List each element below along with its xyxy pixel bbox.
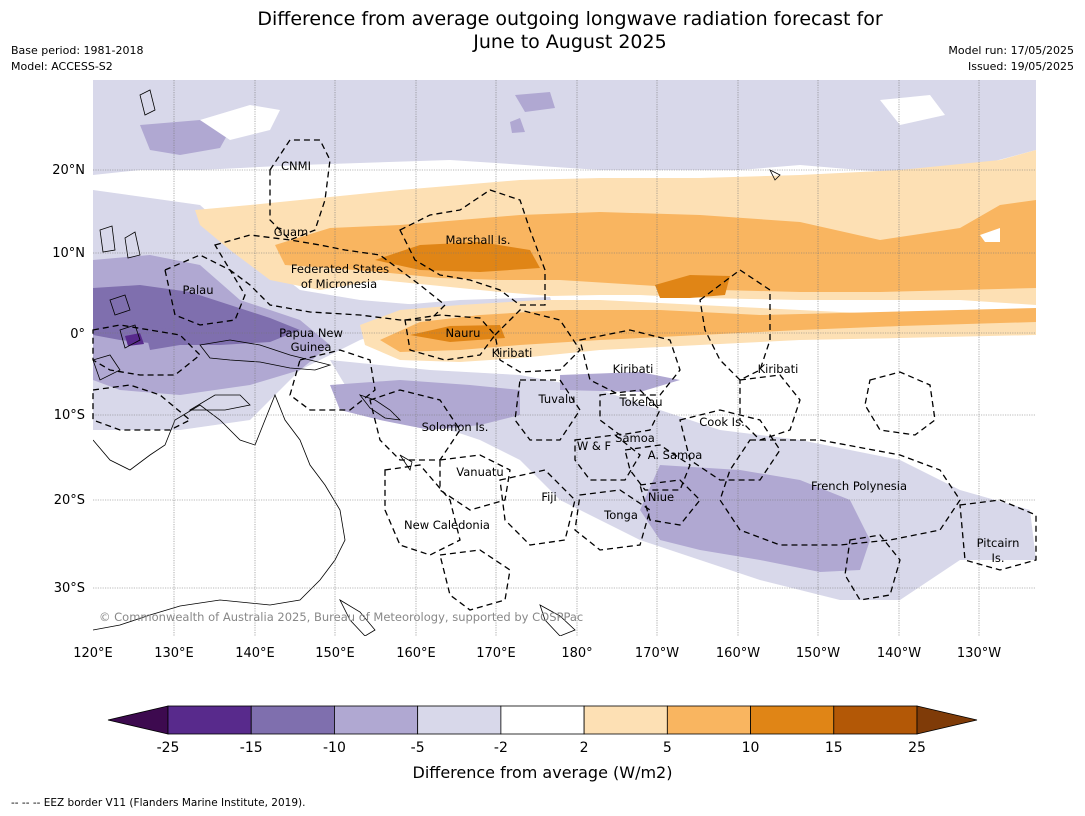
colorbar-label: Difference from average (W/m2) [412,763,673,782]
label-tokelau: Tokelau [619,395,663,409]
colorbar: -25 -15 -10 -5 -2 2 5 10 15 25 [107,705,978,756]
longitude-labels: 120°E 130°E 140°E 150°E 160°E 170°E 180° 170°W 1… [73,646,1001,661]
lat-label: 0° [70,327,85,342]
colorbar-tick: -10 [323,740,346,756]
label-samoa: Samoa [615,431,655,445]
label-wf: W & F [577,439,611,453]
lon-label: 180° [561,646,592,661]
label-tonga: Tonga [603,508,638,522]
lon-label: 120°E [73,646,113,661]
base-period: Base period: 1981-2018 [11,44,144,57]
lat-label: 10°S [54,408,85,423]
label-french-polynesia: French Polynesia [811,479,907,493]
colorbar-tick: -25 [157,740,180,756]
lon-label: 160°E [396,646,436,661]
label-nauru: Nauru [446,326,481,340]
credit-text: © Commonwealth of Australia 2025, Bureau… [99,610,584,624]
label-cook: Cook Is. [699,415,744,429]
model-run: Model run: 17/05/2025 [948,44,1074,57]
label-png-2: Guinea [291,340,332,354]
colorbar-tick: 25 [908,740,926,756]
label-asamoa: A. Samoa [648,448,703,462]
label-niue: Niue [648,490,674,504]
colorbar-min-arrow [107,705,169,735]
lon-label: 140°E [235,646,275,661]
colorbar-max-arrow [916,705,978,735]
colorbar-segment [334,705,419,735]
colorbar-segment [666,705,751,735]
colorbar-segment [167,705,252,735]
lon-label: 170°E [476,646,516,661]
colorbar-tick: 5 [663,740,672,756]
colorbar-segment [750,705,835,735]
label-palau: Palau [183,283,214,297]
colorbar-tick: 2 [580,740,589,756]
label-guam: Guam [274,225,308,239]
label-vanuatu: Vanuatu [456,465,503,479]
label-pitcairn-1: Pitcairn [977,536,1020,550]
label-marshall: Marshall Is. [445,233,510,247]
colorbar-tick: -2 [494,740,508,756]
footnote: -- -- -- EEZ border V11 (Flanders Marine… [11,797,306,809]
label-kiribati-1: Kiribati [492,346,533,360]
lat-label: 30°S [54,581,85,596]
label-fsm-1: Federated States [291,262,389,276]
colorbar-segment [417,705,502,735]
label-new-caledonia: New Caledonia [404,518,490,532]
model-name: Model: ACCESS-S2 [11,60,113,73]
lon-label: 130°W [957,646,1001,661]
colorbar-segment [250,705,335,735]
eez-borders [92,139,1037,611]
lon-label: 150°E [315,646,355,661]
chart-title: Difference from average outgoing longwav… [0,8,1085,54]
meta-right: Model run: 17/05/2025 Issued: 19/05/2025 [948,43,1074,75]
anomaly-field [93,80,1036,636]
label-tuvalu: Tuvalu [538,392,576,406]
label-png-1: Papua New [279,326,343,340]
meta-left: Base period: 1981-2018 Model: ACCESS-S2 [11,43,143,75]
colorbar-segment [833,705,918,735]
label-fsm-2: of Micronesia [301,277,377,291]
label-kiribati-3: Kiribati [758,362,799,376]
title-line-1: Difference from average outgoing longwav… [257,8,883,30]
label-pitcairn-2: Is. [991,551,1004,565]
issued-date: Issued: 19/05/2025 [967,60,1074,73]
title-line-2: June to August 2025 [473,31,667,53]
label-kiribati-2: Kiribati [613,362,654,376]
lon-label: 150°W [796,646,840,661]
lon-label: 160°W [716,646,760,661]
colorbar-tick: 10 [742,740,760,756]
label-fiji: Fiji [541,490,556,504]
latitude-labels: 20°N 10°N 0° 10°S 20°S 30°S [52,163,85,596]
colorbar-tick: -5 [411,740,425,756]
label-cnmi: CNMI [281,159,311,173]
label-solomon: Solomon Is. [422,420,489,434]
lon-label: 130°E [154,646,194,661]
lat-label: 20°S [54,493,85,508]
colorbar-segment [500,705,585,735]
lon-label: 170°W [635,646,679,661]
place-labels: CNMI Guam Marshall Is. Federated States … [183,159,1020,565]
lat-label: 20°N [52,163,85,178]
lat-label: 10°N [52,246,85,261]
colorbar-tick: 15 [825,740,843,756]
lon-label: 140°W [877,646,921,661]
graticule [93,80,1036,636]
colorbar-segment [583,705,668,735]
colorbar-tick: -15 [240,740,263,756]
